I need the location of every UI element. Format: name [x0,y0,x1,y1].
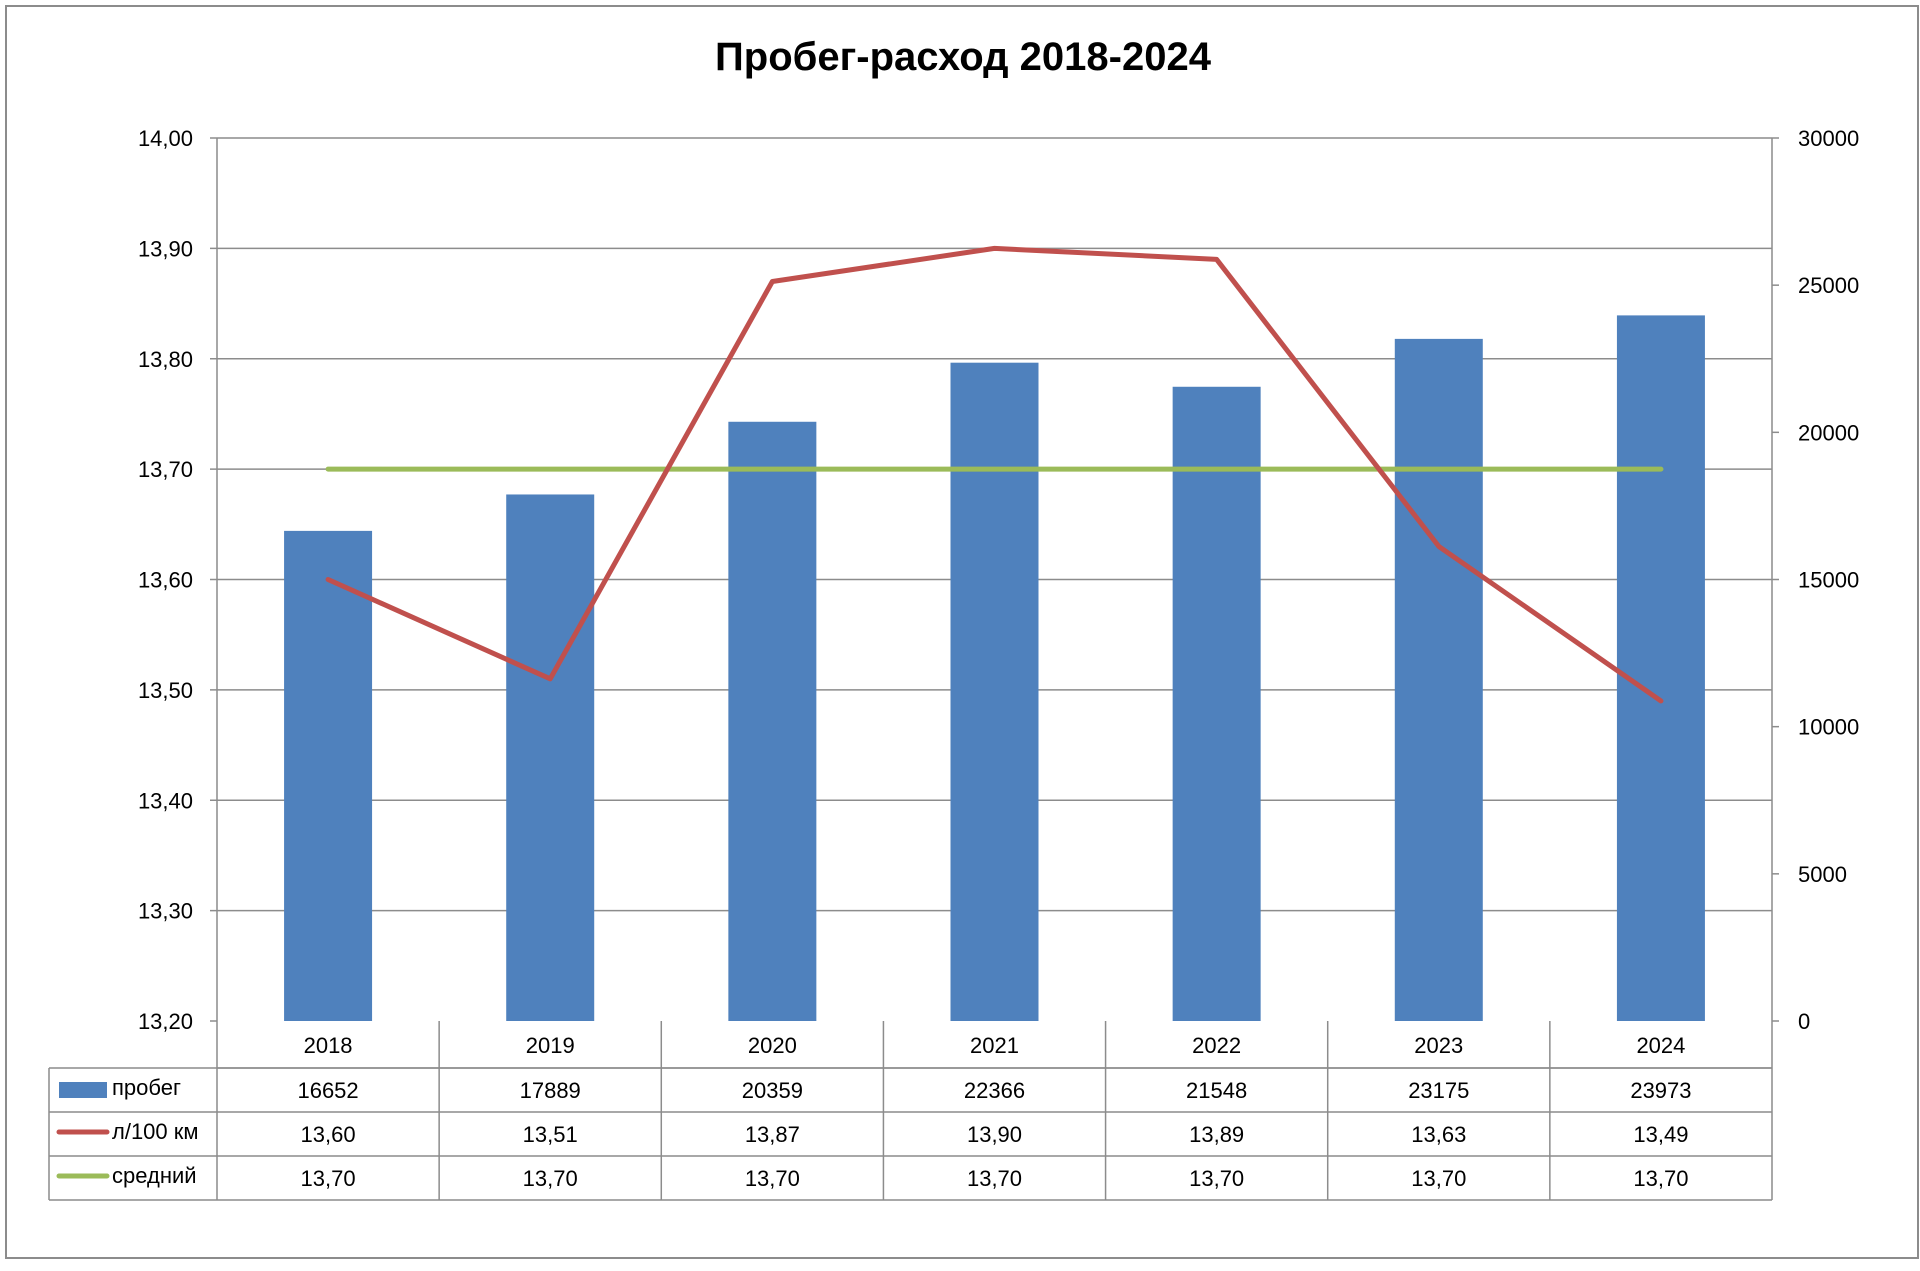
x-tick-label: 2020 [748,1033,797,1058]
x-tick-label: 2023 [1414,1033,1463,1058]
data-label: 13,51 [523,1122,578,1147]
legend-label: пробег [112,1075,181,1100]
data-label: 13,70 [523,1166,578,1191]
x-tick-label: 2019 [526,1033,575,1058]
data-label: 23973 [1630,1078,1691,1103]
y-right-tick-label: 0 [1798,1009,1810,1034]
data-label: 23175 [1408,1078,1469,1103]
data-label: 13,90 [967,1122,1022,1147]
axes: 13,20 13,30 13,40 13,50 13,60 13,70 13,80 13,90… [138,126,1859,1034]
data-label: 13,70 [967,1166,1022,1191]
bar-2019 [506,494,595,1021]
y-right-tick-label: 20000 [1798,420,1859,445]
data-label: 22366 [964,1078,1025,1103]
legend-label: средний [112,1163,197,1188]
y-right-tick-label: 5000 [1798,862,1847,887]
y-left-tick-label: 13,70 [138,457,193,482]
line-series-layer [325,245,1664,704]
data-label: 16652 [297,1078,358,1103]
y-left-tick-label: 13,80 [138,347,193,372]
data-label: 13,70 [1189,1166,1244,1191]
y-left-tick-label: 13,40 [138,788,193,813]
data-label: 13,70 [1411,1166,1466,1191]
chart-title: Пробег-расход 2018-2024 [715,35,1212,79]
bar-2018 [284,530,373,1021]
bar-series-layer [284,315,1705,1022]
bar-2022 [1172,386,1261,1022]
x-tick-label: 2021 [970,1033,1019,1058]
legend-label: л/100 км [112,1119,199,1144]
x-tick-label: 2024 [1636,1033,1685,1058]
y-left-tick-label: 14,00 [138,126,193,151]
data-label: 13,60 [301,1122,356,1147]
data-label: 13,70 [1633,1166,1688,1191]
legend-key-bar [59,1082,107,1098]
y-right-tick-label: 30000 [1798,126,1859,151]
data-label: 20359 [742,1078,803,1103]
y-left-tick-label: 13,60 [138,568,193,593]
y-left-tick-label: 13,30 [138,899,193,924]
data-label: 13,87 [745,1122,800,1147]
y-left-tick-label: 13,50 [138,678,193,703]
x-tick-label: 2018 [304,1033,353,1058]
x-tick-label: 2022 [1192,1033,1241,1058]
y-left-tick-label: 13,20 [138,1009,193,1034]
bar-2021 [950,362,1039,1021]
y-right-tick-label: 15000 [1798,568,1859,593]
data-label: 17889 [520,1078,581,1103]
data-table: 2018 2019 2020 2021 2022 2023 2024 пробег 16652 1… [48,1021,1773,1201]
bar-2024 [1616,315,1705,1021]
line-series-consumption [325,245,1664,704]
y-right-tick-label: 25000 [1798,273,1859,298]
data-label: 13,70 [745,1166,800,1191]
y-left-tick-label: 13,90 [138,236,193,261]
data-label: 13,70 [301,1166,356,1191]
data-label: 13,49 [1633,1122,1688,1147]
y-right-tick-label: 10000 [1798,715,1859,740]
bar-2023 [1394,338,1483,1021]
bar-2020 [728,421,817,1022]
data-label: 13,63 [1411,1122,1466,1147]
data-label: 21548 [1186,1078,1247,1103]
data-label: 13,89 [1189,1122,1244,1147]
